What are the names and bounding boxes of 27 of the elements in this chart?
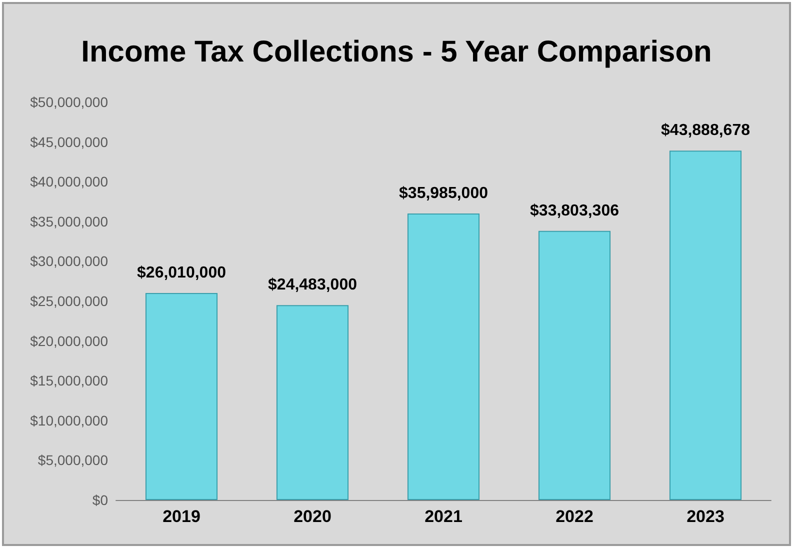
data-label: $33,803,306	[530, 202, 620, 220]
x-tick-label: 2023	[686, 507, 724, 526]
y-tick-label: $5,000,000	[38, 452, 108, 468]
data-label: $26,010,000	[137, 264, 226, 282]
y-tick-label: $45,000,000	[30, 134, 108, 150]
bar	[407, 214, 480, 500]
data-label: $24,483,000	[268, 276, 358, 294]
y-tick-label: $15,000,000	[30, 372, 108, 389]
y-tick-label: $50,000,000	[30, 94, 108, 110]
y-tick-label: $40,000,000	[30, 174, 108, 190]
bar	[276, 305, 349, 500]
x-tick-label: 2019	[162, 507, 200, 526]
x-tick-label: 2022	[556, 507, 594, 526]
bar	[669, 150, 742, 500]
chart-title: Income Tax Collections - 5 Year Comparison	[81, 36, 712, 68]
y-tick-label: $35,000,000	[30, 213, 108, 230]
y-tick-label: $30,000,000	[30, 253, 108, 270]
x-tick-label: 2021	[424, 507, 462, 526]
bar	[145, 292, 218, 500]
y-tick-label: $20,000,000	[30, 332, 108, 349]
y-tick-label: $0	[92, 492, 108, 508]
y-tick-label: $25,000,000	[30, 293, 108, 309]
bar	[538, 230, 611, 500]
data-label: $43,888,678	[661, 122, 750, 140]
y-tick-label: $10,000,000	[30, 412, 108, 428]
data-label: $35,985,000	[399, 185, 488, 202]
x-tick-label: 2020	[294, 507, 332, 526]
